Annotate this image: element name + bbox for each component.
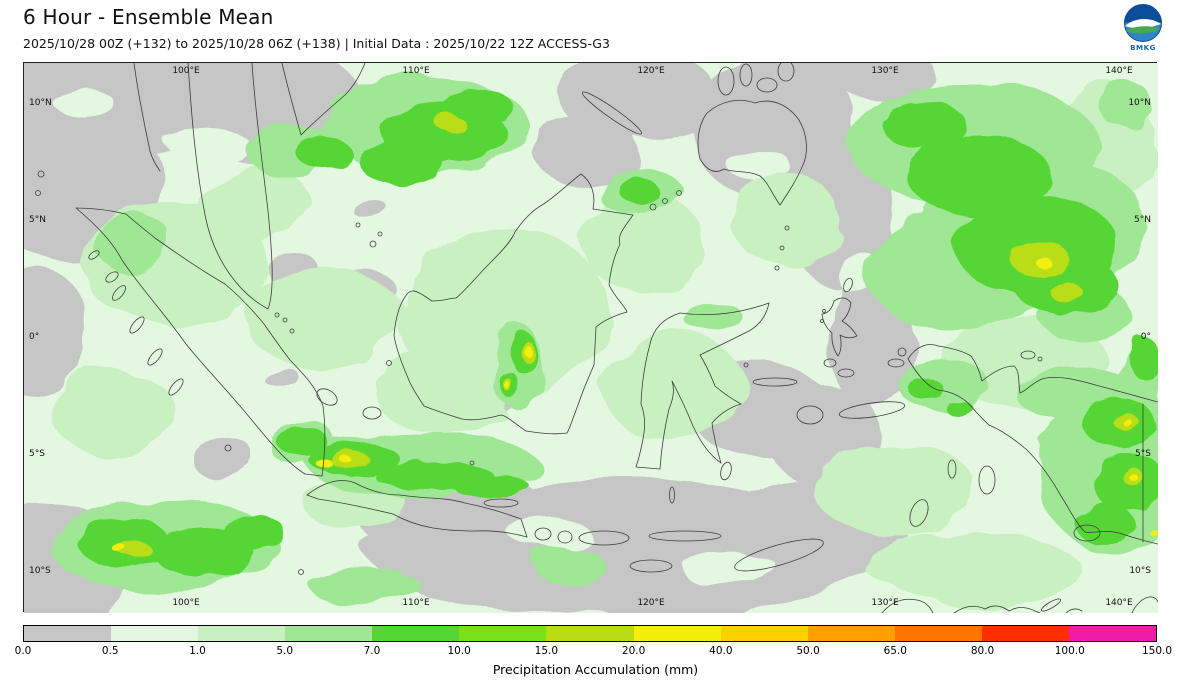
coastlines [35,63,1158,613]
lon-tick-bottom-120e: 120°E [637,598,665,608]
lon-tick-bottom-130e: 130°E [871,598,899,608]
lon-tick-top-140e: 140°E [1105,66,1133,76]
precipitation-map-canvas [24,63,1158,613]
lat-tick-left-10n: 10°N [29,98,52,108]
colorbar-tick: 7.0 [363,645,381,657]
lat-tick-left-5s: 5°S [29,449,45,459]
colorbar-tick: 10.0 [447,645,471,657]
colorbar-tick: 40.0 [709,645,733,657]
colorbar-segment [198,626,286,641]
lat-tick-left-5n: 5°N [29,215,46,225]
lat-tick-right-10s: 10°S [1129,566,1151,576]
bmkg-logo-label: BMKG [1130,44,1156,52]
lon-tick-bottom-140e: 140°E [1105,598,1133,608]
lat-tick-right-10n: 10°N [1128,98,1151,108]
precip-intense-layer [112,258,1157,552]
bmkg-logo: BMKG [1121,3,1165,52]
lon-tick-bottom-100e: 100°E [172,598,200,608]
colorbar-segment [894,626,982,641]
colorbar-segment [372,626,460,641]
colorbar-segment [459,626,547,641]
colorbar-segment [1068,626,1157,641]
colorbar-tick: 65.0 [883,645,907,657]
colorbar-tick: 5.0 [276,645,294,657]
lat-tick-right-5n: 5°N [1134,215,1151,225]
colorbar-tick: 1.0 [189,645,206,657]
lat-tick-right-0: 0° [1140,332,1151,342]
colorbar-label: Precipitation Accumulation (mm) [492,662,699,677]
lon-tick-top-110e: 110°E [402,66,430,76]
precip-light-layer [54,83,1154,606]
lat-tick-right-5s: 5°S [1135,449,1151,459]
lat-tick-left-10s: 10°S [29,566,51,576]
bmkg-globe-icon [1124,4,1162,42]
colorbar-segment [981,626,1069,641]
colorbar-tick: 80.0 [970,645,995,657]
colorbar-ticks: 0.0 0.5 1.0 5.0 7.0 10.0 15.0 20.0 40.0 … [15,645,1172,658]
colorbar-tick: 50.0 [796,645,820,657]
lat-tick-left-0: 0° [29,332,40,342]
forecast-period-subtitle: 2025/10/28 00Z (+132) to 2025/10/28 06Z … [23,36,610,51]
lon-tick-top-130e: 130°E [871,66,899,76]
colorbar-segment [24,626,112,641]
colorbar-segment [807,626,895,641]
lon-tick-top-100e: 100°E [172,66,200,76]
colorbar-segment [633,626,721,641]
lon-tick-bottom-110e: 110°E [402,598,430,608]
colorbar-tick: 100.0 [1054,645,1085,657]
colorbar-tick: 15.0 [534,645,559,657]
lon-tick-top-120e: 120°E [637,66,665,76]
precipitation-map: 100°E 110°E 120°E 130°E 140°E 100°E 110°… [23,62,1158,613]
precip-pale-layer [54,89,879,586]
colorbar-segment [546,626,634,641]
colorbar-tick: 150.0 [1141,645,1173,657]
colorbar-tick: 0.0 [14,645,32,657]
colorbar-tick: 0.5 [101,645,119,657]
colorbar-segment [720,626,808,641]
page-title: 6 Hour - Ensemble Mean [23,5,274,29]
colorbar [23,625,1157,642]
colorbar-segment [111,626,199,641]
colorbar-segment [285,626,373,641]
colorbar-tick: 20.0 [621,645,646,657]
